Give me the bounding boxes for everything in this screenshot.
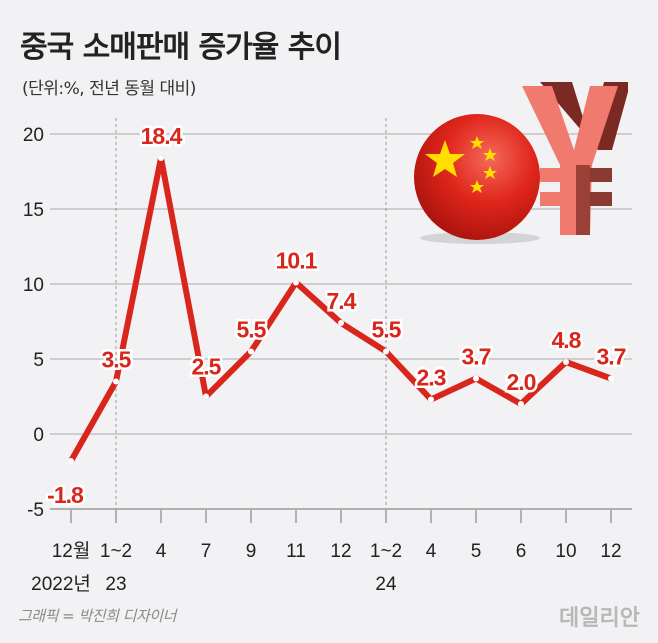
china-yuan-illustration [414,82,628,244]
year-label: 23 [105,574,126,595]
y-tick-label: 5 [33,350,44,371]
data-point [473,375,479,382]
y-tick-label: 10 [23,275,44,296]
yuan-symbol-icon [522,82,628,235]
flag-stars-icon [425,136,497,193]
data-point [428,396,434,403]
x-tick-label: 6 [516,541,527,562]
china-flag-sphere-icon [414,114,540,240]
data-label: 2.3 [417,365,446,391]
x-tick-label: 12 [600,541,621,562]
x-tick-label: 11 [286,541,306,562]
year-label: 2022년 [31,573,91,595]
data-label: 10.1 [276,248,318,274]
y-tick-label: 0 [33,425,44,446]
x-tick-label: 4 [426,541,437,562]
x-tick-label: 7 [201,541,212,562]
data-label: 7.4 [327,288,357,314]
data-point [518,401,524,407]
data-label: 3.5 [102,347,132,373]
x-tick-label: 4 [156,541,167,562]
data-point [608,375,614,382]
data-point [293,279,299,286]
x-tick-label: 5 [471,541,482,562]
y-tick-label: 20 [23,125,44,146]
credit-text: 그래픽 = 박진희 디자이너 [18,607,176,625]
x-tick-label: 10 [555,541,576,562]
data-label: 2.5 [192,354,222,380]
x-tick-label: 1~2 [100,541,132,562]
chart-subtitle: (단위:%, 전년 동월 대비) [22,79,196,99]
data-label: -1.8 [47,482,84,508]
data-point [563,359,569,365]
dailian-logo: 데일리안 [559,606,640,631]
x-tick-label: 9 [246,541,257,562]
data-label: 5.5 [372,317,402,343]
data-label: 3.7 [597,344,626,370]
data-label: 3.7 [462,344,491,370]
x-tick-label: 1~2 [370,541,402,562]
data-point [383,348,389,355]
data-label: 2.0 [507,369,536,395]
y-tick-label: -5 [27,500,44,521]
data-point [338,320,344,326]
year-label: 24 [375,574,397,595]
data-point [248,348,254,355]
x-tick-label: 12월 [52,540,91,562]
data-point [158,155,164,161]
x-tick-label: 12 [330,541,351,562]
data-label: 4.8 [552,327,582,353]
data-label: 18.4 [141,123,183,149]
data-point [68,458,74,464]
y-tick-label: 15 [23,200,44,221]
data-point [203,393,209,400]
chart-title: 중국 소매판매 증가율 추이 [20,30,342,65]
data-label: 5.5 [237,317,267,343]
data-point [113,378,119,385]
